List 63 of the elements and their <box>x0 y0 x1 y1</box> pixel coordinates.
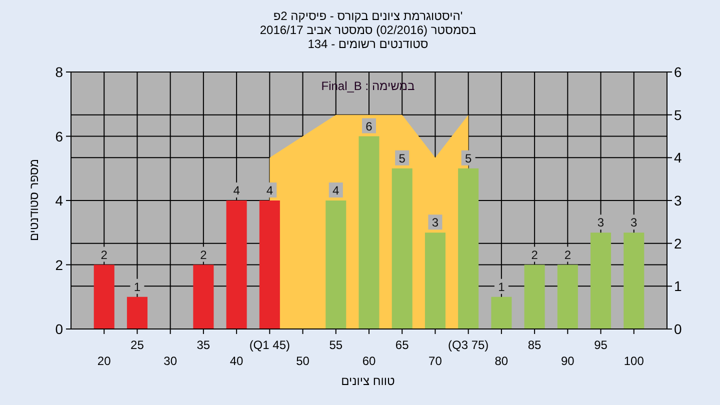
x-tick-label: (Q3 75) <box>448 338 489 352</box>
data-label: 3 <box>597 216 604 230</box>
x-tick-label: 40 <box>230 354 244 368</box>
bar <box>624 232 644 329</box>
bar <box>259 200 280 329</box>
bar <box>94 264 114 329</box>
y-axis-title: מספר סטודנטים <box>27 158 41 242</box>
x-tick-label: 95 <box>594 338 608 352</box>
y-tick-label: 2 <box>55 256 64 273</box>
data-label: 6 <box>366 119 373 134</box>
data-label: 4 <box>266 184 274 198</box>
bar <box>358 136 380 329</box>
data-label: 1 <box>134 280 141 294</box>
x-tick-label: 70 <box>428 354 442 368</box>
y2-tick-label: 0 <box>674 321 682 337</box>
y2-tick-label: 6 <box>674 64 682 80</box>
bar <box>326 200 346 329</box>
y-tick-label: 8 <box>55 64 64 80</box>
bar <box>126 296 148 329</box>
bar <box>491 296 512 329</box>
x-tick-label: 85 <box>528 338 542 352</box>
y2-tick-label: 3 <box>674 192 682 208</box>
chart-title: 'היסטוגרמת ציונים בקורס - פיסיקה 2פ <box>273 9 463 23</box>
data-label: 3 <box>432 216 439 230</box>
x-tick-label: 25 <box>130 338 144 352</box>
x-tick-label: 20 <box>97 354 112 368</box>
x-tick-label: 60 <box>362 354 376 368</box>
data-label: 2 <box>564 248 572 262</box>
data-label: 4 <box>233 184 240 198</box>
data-label: 4 <box>332 184 340 198</box>
data-label: 3 <box>630 216 638 230</box>
bar <box>424 232 446 329</box>
chart-subtitle: בסמסטר (02/2016) סמסטר אביב 2016/17 סטודנטים רשומים - 134 <box>260 23 476 51</box>
x-tick-label: 30 <box>164 354 178 368</box>
y-tick-label: 6 <box>55 128 64 144</box>
bar <box>226 200 247 329</box>
bar <box>458 168 479 329</box>
data-label: 1 <box>498 280 506 294</box>
data-label: 5 <box>398 151 406 166</box>
bar <box>392 168 412 329</box>
x-tick-label: 100 <box>624 354 644 368</box>
data-label: 5 <box>464 151 472 166</box>
x-tick-label: 50 <box>296 354 310 368</box>
data-label: 2 <box>200 248 208 262</box>
bar <box>193 264 214 329</box>
x-tick-label: 90 <box>560 354 575 368</box>
y2-tick-label: 2 <box>674 235 682 252</box>
x-tick-label: 80 <box>494 354 508 368</box>
x-tick-label: 55 <box>329 338 343 352</box>
x-tick-label: 65 <box>395 338 410 352</box>
y2-tick-label: 5 <box>674 106 682 123</box>
bar <box>590 232 612 329</box>
bar <box>557 264 578 329</box>
x-tick-label: 35 <box>196 338 210 352</box>
bar <box>524 264 545 329</box>
data-label: 2 <box>531 248 538 262</box>
y2-tick-label: 1 <box>674 278 682 294</box>
x-tick-label: (Q1 45) <box>249 338 290 352</box>
y2-tick-label: 4 <box>674 150 682 166</box>
data-label: 2 <box>100 248 108 262</box>
x-axis-title: טווח ציונים <box>341 374 396 388</box>
y-tick-label: 0 <box>55 321 64 337</box>
y-tick-label: 4 <box>55 192 64 208</box>
